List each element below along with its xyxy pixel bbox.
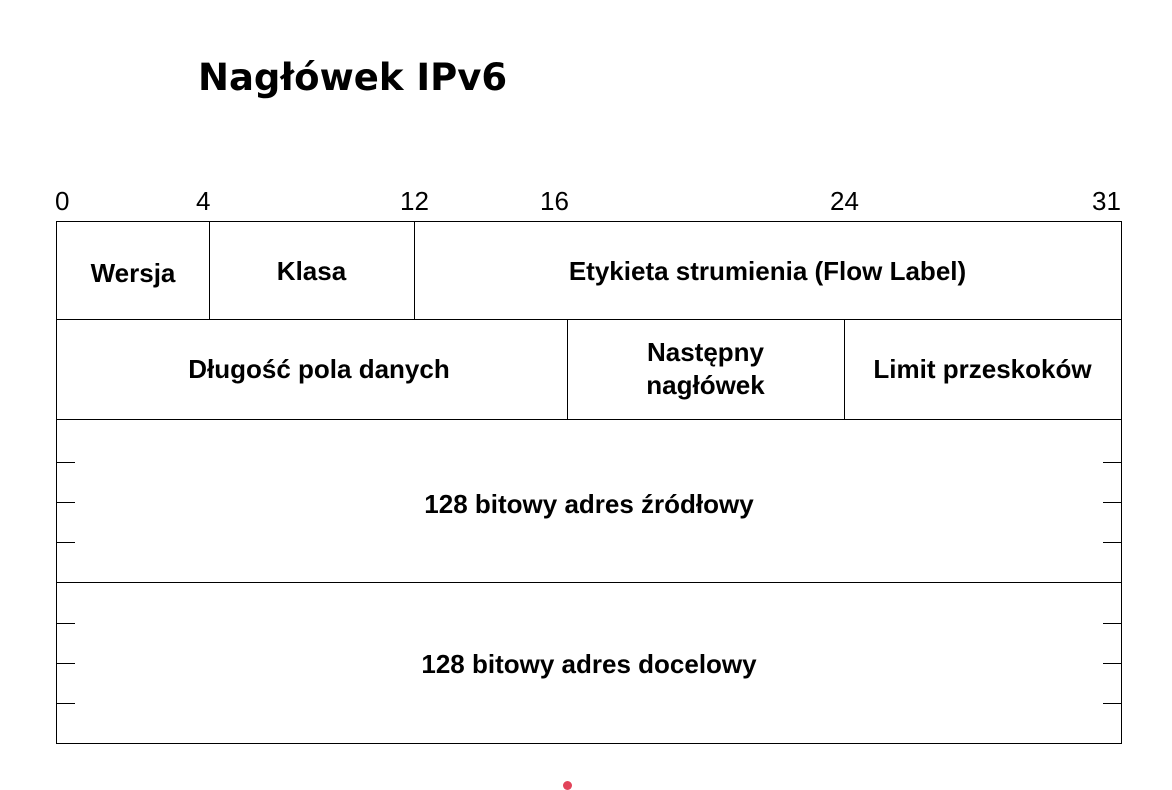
bit-tick-12: 12 [400,186,429,216]
word-tick-left [57,623,75,624]
field-divider [209,222,210,319]
word-tick-left [57,663,75,664]
diagram-title: Nagłówek IPv6 [198,56,508,99]
pointer-marker [563,781,572,790]
field-payload-length: Długość pola danych [188,353,450,384]
field-divider [844,319,845,419]
word-tick-right [1103,462,1121,463]
ipv6-header-grid: Wersja Klasa Etykieta strumienia (Flow L… [56,221,1122,744]
bit-tick-4: 4 [196,186,211,216]
word-tick-right [1103,542,1121,543]
bit-tick-16: 16 [540,186,569,216]
field-divider [414,222,415,319]
word-tick-left [57,542,75,543]
row-divider [57,319,1121,320]
word-tick-left [57,703,75,704]
word-tick-right [1103,703,1121,704]
field-hop-limit: Limit przeskoków [873,353,1092,384]
word-tick-right [1103,663,1121,664]
bit-tick-31: 31 [1092,186,1121,216]
field-traffic-class: Klasa [276,256,347,286]
row-divider [57,582,1121,583]
field-destination-address: 128 bitowy adres docelowy [421,649,757,679]
field-flow-label: Etykieta strumienia (Flow Label) [568,256,967,286]
field-divider [567,319,568,419]
word-tick-left [57,502,75,503]
bit-tick-24: 24 [830,186,859,216]
field-version: Wersja [90,258,176,288]
word-tick-right [1103,623,1121,624]
field-source-address: 128 bitowy adres źródłowy [424,489,754,519]
field-next-header: Następny nagłówek [646,337,765,400]
word-tick-left [57,462,75,463]
row-divider [57,419,1121,420]
word-tick-right [1103,502,1121,503]
bit-tick-0: 0 [55,186,70,216]
